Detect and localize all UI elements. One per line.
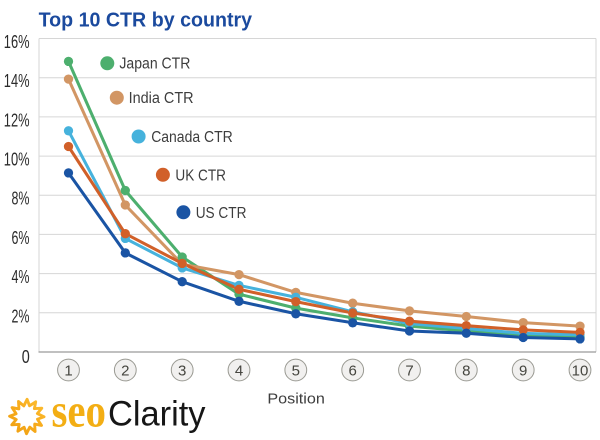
svg-text:10%: 10% xyxy=(4,150,30,170)
svg-text:Japan CTR: Japan CTR xyxy=(119,56,190,73)
svg-text:Top 10 CTR by country: Top 10 CTR by country xyxy=(39,9,253,32)
svg-text:1: 1 xyxy=(64,362,72,379)
svg-text:UK CTR: UK CTR xyxy=(175,167,226,184)
svg-text:12%: 12% xyxy=(4,110,30,130)
svg-text:India CTR: India CTR xyxy=(129,90,194,107)
svg-text:9: 9 xyxy=(519,362,527,379)
svg-text:2: 2 xyxy=(121,362,129,379)
svg-text:16%: 16% xyxy=(4,32,30,52)
svg-text:8%: 8% xyxy=(12,189,30,209)
svg-text:6%: 6% xyxy=(12,228,30,248)
svg-text:0: 0 xyxy=(22,347,30,367)
svg-text:4%: 4% xyxy=(12,267,30,287)
svg-text:14%: 14% xyxy=(4,71,30,91)
svg-text:US CTR: US CTR xyxy=(196,205,247,222)
svg-text:Canada CTR: Canada CTR xyxy=(151,129,233,146)
svg-text:6: 6 xyxy=(349,362,357,379)
svg-text:Clarity: Clarity xyxy=(108,394,206,434)
svg-text:8: 8 xyxy=(462,362,470,379)
svg-text:seo: seo xyxy=(52,386,107,438)
svg-text:2%: 2% xyxy=(12,306,30,326)
svg-text:7: 7 xyxy=(405,362,413,379)
svg-text:5: 5 xyxy=(292,362,300,379)
svg-text:3: 3 xyxy=(178,362,186,379)
svg-text:4: 4 xyxy=(235,362,243,379)
svg-text:10: 10 xyxy=(572,362,589,379)
svg-text:Position: Position xyxy=(267,391,325,408)
